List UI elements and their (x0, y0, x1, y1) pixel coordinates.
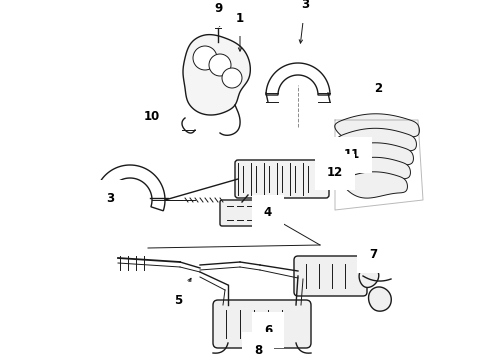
Polygon shape (97, 165, 165, 211)
Text: 8: 8 (254, 343, 262, 356)
FancyBboxPatch shape (213, 300, 311, 348)
FancyBboxPatch shape (294, 256, 367, 296)
Text: 12: 12 (327, 166, 343, 179)
Text: 2: 2 (374, 81, 382, 94)
Circle shape (209, 54, 231, 76)
Polygon shape (368, 287, 392, 311)
Text: 6: 6 (264, 324, 272, 337)
Polygon shape (359, 267, 379, 287)
Text: 5: 5 (174, 293, 182, 306)
Polygon shape (337, 128, 416, 158)
Polygon shape (343, 172, 408, 198)
FancyBboxPatch shape (235, 160, 329, 198)
Polygon shape (266, 63, 330, 95)
Circle shape (193, 46, 217, 70)
Polygon shape (339, 143, 414, 171)
Text: 9: 9 (214, 1, 222, 14)
Text: 3: 3 (301, 0, 309, 12)
Text: 1: 1 (236, 12, 244, 24)
Polygon shape (341, 157, 411, 185)
Text: 10: 10 (144, 111, 160, 123)
Polygon shape (183, 35, 250, 115)
Circle shape (222, 68, 242, 88)
Polygon shape (335, 114, 419, 145)
FancyBboxPatch shape (220, 200, 270, 226)
Text: 3: 3 (106, 192, 114, 204)
Text: 4: 4 (264, 207, 272, 220)
Text: 7: 7 (369, 248, 377, 261)
Text: 11: 11 (344, 148, 360, 162)
